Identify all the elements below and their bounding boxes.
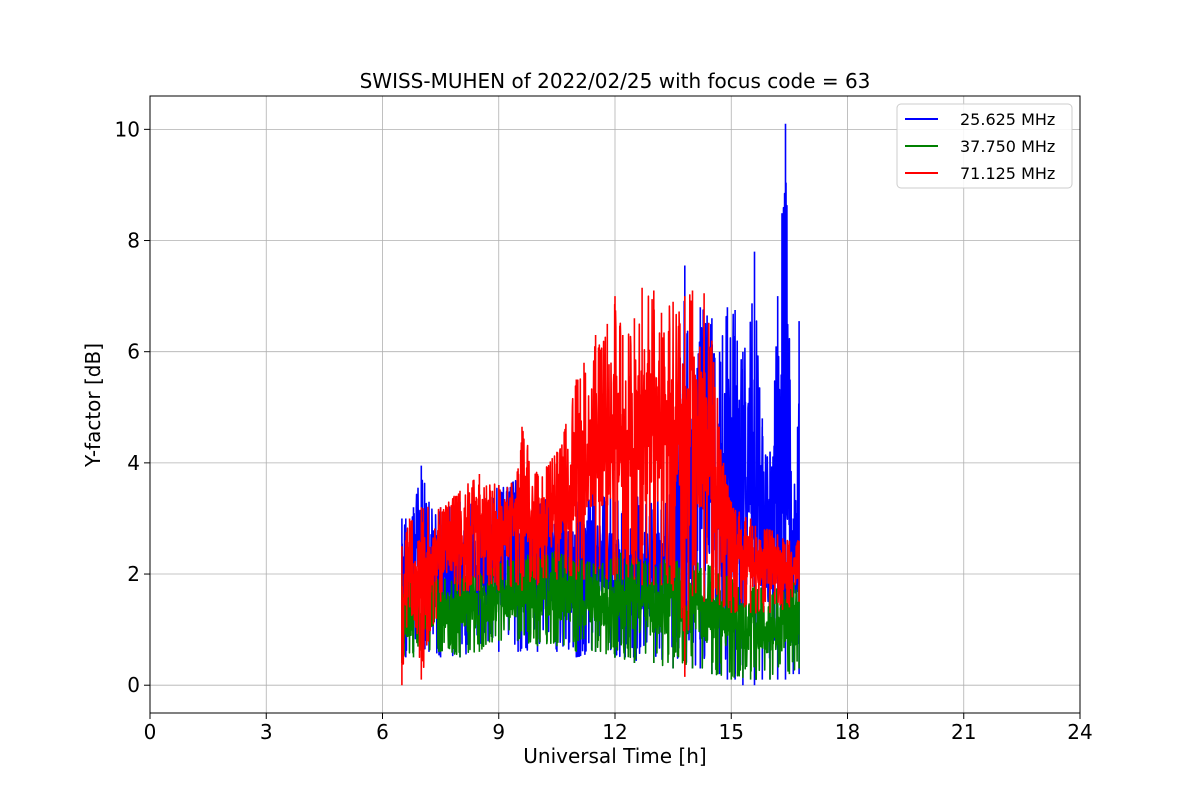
x-tick-label: 12 [602, 720, 627, 744]
y-tick-label: 8 [127, 229, 140, 253]
y-tick-label: 10 [115, 117, 140, 141]
x-axis: 0 3 6 9 12 15 18 21 24 [144, 713, 1093, 744]
y-tick-label: 0 [127, 673, 140, 697]
legend-label-71-125: 71.125 MHz [960, 164, 1055, 183]
y-axis: 0 2 4 6 8 10 [115, 117, 150, 697]
y-tick-label: 2 [127, 562, 140, 586]
legend-label-37-750: 37.750 MHz [960, 137, 1055, 156]
series-line-1 [401, 551, 800, 681]
series-line-2 [401, 287, 800, 686]
x-tick-label: 15 [719, 720, 744, 744]
x-tick-label: 0 [144, 720, 157, 744]
legend-box [896, 103, 1073, 189]
x-tick-label: 21 [951, 720, 976, 744]
y-tick-label: 6 [127, 340, 140, 364]
y-axis-label: Y-factor [dB] [81, 343, 105, 468]
legend: 25.625 MHz 37.750 MHz 71.125 MHz [896, 103, 1073, 189]
x-tick-label: 18 [835, 720, 860, 744]
legend-label-25-625: 25.625 MHz [960, 110, 1055, 129]
x-tick-label: 9 [492, 720, 505, 744]
x-tick-label: 24 [1067, 720, 1092, 744]
x-tick-label: 6 [376, 720, 389, 744]
x-axis-label: Universal Time [h] [523, 744, 706, 768]
series-layer [401, 123, 800, 686]
x-tick-label: 3 [260, 720, 273, 744]
y-tick-label: 4 [127, 451, 140, 475]
chart-title: SWISS-MUHEN of 2022/02/25 with focus cod… [360, 69, 871, 93]
